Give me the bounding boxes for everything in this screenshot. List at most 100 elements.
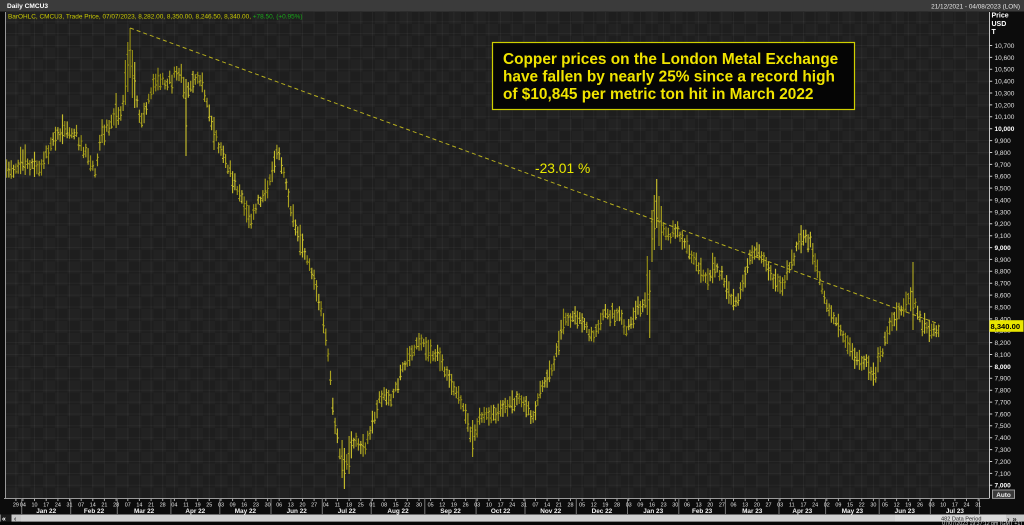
svg-text:10,500: 10,500 — [995, 67, 1015, 74]
svg-text:23: 23 — [661, 503, 667, 509]
svg-text:8,000: 8,000 — [995, 364, 1012, 371]
svg-text:9,800: 9,800 — [995, 150, 1012, 157]
svg-text:31: 31 — [975, 503, 981, 509]
svg-text:10: 10 — [940, 503, 946, 509]
svg-text:19: 19 — [451, 503, 457, 509]
svg-text:Apr 22: Apr 22 — [185, 508, 205, 515]
svg-text:Mar 22: Mar 22 — [134, 508, 155, 515]
svg-text:Oct 22: Oct 22 — [491, 508, 511, 515]
svg-text:7,200: 7,200 — [995, 459, 1012, 466]
svg-text:03: 03 — [777, 503, 783, 509]
svg-text:8,900: 8,900 — [995, 257, 1012, 264]
svg-text:31: 31 — [67, 503, 73, 509]
svg-text:14: 14 — [90, 503, 96, 509]
svg-text:Jan 22: Jan 22 — [36, 508, 56, 515]
svg-text:7,900: 7,900 — [995, 376, 1012, 383]
svg-text:17: 17 — [801, 503, 807, 509]
svg-text:09: 09 — [230, 503, 236, 509]
svg-text:9,100: 9,100 — [995, 233, 1012, 240]
svg-text:15: 15 — [847, 503, 853, 509]
svg-text:04: 04 — [171, 503, 177, 509]
svg-text:17: 17 — [952, 503, 958, 509]
svg-text:09: 09 — [835, 503, 841, 509]
svg-text:-23.01 %: -23.01 % — [535, 161, 590, 176]
svg-text:03: 03 — [929, 503, 935, 509]
svg-text:25: 25 — [206, 503, 212, 509]
svg-text:19: 19 — [195, 503, 201, 509]
svg-text:9,300: 9,300 — [995, 209, 1012, 216]
svg-text:17: 17 — [498, 503, 504, 509]
svg-text:04: 04 — [20, 503, 26, 509]
svg-text:9,000: 9,000 — [995, 245, 1012, 252]
svg-text:13: 13 — [742, 503, 748, 509]
svg-text:10,000: 10,000 — [995, 126, 1015, 133]
svg-text:BarOHLC, CMCU3, Trade Price, 0: BarOHLC, CMCU3, Trade Price, 07/07/2023,… — [8, 14, 303, 21]
svg-text:05: 05 — [428, 503, 434, 509]
svg-text:26: 26 — [917, 503, 923, 509]
svg-text:07: 07 — [78, 503, 84, 509]
svg-text:482 Data Period: 482 Data Period — [941, 516, 981, 522]
svg-text:28: 28 — [568, 503, 574, 509]
svg-text:«: « — [2, 516, 6, 523]
svg-text:30: 30 — [870, 503, 876, 509]
svg-text:Apr 23: Apr 23 — [792, 508, 812, 515]
svg-text:18: 18 — [346, 503, 352, 509]
svg-text:Nov 22: Nov 22 — [540, 508, 561, 515]
svg-text:10: 10 — [32, 503, 38, 509]
svg-text:9,400: 9,400 — [995, 197, 1012, 204]
svg-text:26: 26 — [463, 503, 469, 509]
svg-text:›: › — [1007, 514, 1010, 523]
svg-text:10,700: 10,700 — [995, 43, 1015, 50]
svg-text:Sep 22: Sep 22 — [440, 508, 461, 515]
svg-text:06: 06 — [731, 503, 737, 509]
svg-text:Feb 23: Feb 23 — [692, 508, 713, 515]
svg-text:8,500: 8,500 — [995, 304, 1012, 311]
svg-text:04: 04 — [323, 503, 329, 509]
svg-text:Auto: Auto — [996, 492, 1011, 499]
svg-text:28: 28 — [614, 503, 620, 509]
svg-text:07/07/2023 19:37:12 pm (GMT +: 07/07/2023 19:37:12 pm (GMT +1) — [942, 521, 1022, 525]
svg-text:T: T — [992, 29, 997, 36]
svg-text:03: 03 — [218, 503, 224, 509]
svg-text:03: 03 — [626, 503, 632, 509]
svg-text:28: 28 — [160, 503, 166, 509]
svg-text:7,400: 7,400 — [995, 435, 1012, 442]
svg-text:9,500: 9,500 — [995, 186, 1012, 193]
svg-text:16: 16 — [649, 503, 655, 509]
svg-text:8,200: 8,200 — [995, 340, 1012, 347]
svg-text:Jul 22: Jul 22 — [338, 508, 357, 515]
svg-text:10: 10 — [486, 503, 492, 509]
svg-text:20: 20 — [300, 503, 306, 509]
svg-text:8,800: 8,800 — [995, 269, 1012, 276]
svg-text:of $10,845 per metric ton hit: of $10,845 per metric ton hit in March 2… — [503, 86, 814, 103]
svg-text:19: 19 — [905, 503, 911, 509]
svg-text:12: 12 — [894, 503, 900, 509]
svg-text:20: 20 — [754, 503, 760, 509]
svg-text:20: 20 — [707, 503, 713, 509]
svg-text:06: 06 — [684, 503, 690, 509]
svg-text:13: 13 — [696, 503, 702, 509]
svg-text:have fallen by nearly 25% sinc: have fallen by nearly 25% since a record… — [503, 69, 835, 86]
svg-text:Jun 22: Jun 22 — [287, 508, 308, 515]
svg-text:30: 30 — [672, 503, 678, 509]
svg-text:‹: ‹ — [14, 516, 17, 523]
svg-text:23: 23 — [253, 503, 259, 509]
svg-text:10,400: 10,400 — [995, 79, 1015, 86]
svg-text:7,700: 7,700 — [995, 400, 1012, 407]
svg-text:16: 16 — [241, 503, 247, 509]
svg-text:10,100: 10,100 — [995, 114, 1015, 121]
svg-text:01: 01 — [369, 503, 375, 509]
svg-text:08: 08 — [381, 503, 387, 509]
svg-text:Copper prices on the London Me: Copper prices on the London Metal Exchan… — [503, 51, 839, 68]
svg-text:8,700: 8,700 — [995, 281, 1012, 288]
svg-text:Jul 23: Jul 23 — [946, 508, 965, 515]
svg-text:9,200: 9,200 — [995, 221, 1012, 228]
svg-text:15: 15 — [393, 503, 399, 509]
svg-text:27: 27 — [766, 503, 772, 509]
svg-text:»: » — [1013, 514, 1017, 523]
svg-text:8,400: 8,400 — [995, 316, 1012, 323]
svg-text:22: 22 — [404, 503, 410, 509]
svg-text:21: 21 — [556, 503, 562, 509]
svg-text:11: 11 — [183, 503, 189, 509]
svg-text:May 22: May 22 — [235, 508, 257, 515]
